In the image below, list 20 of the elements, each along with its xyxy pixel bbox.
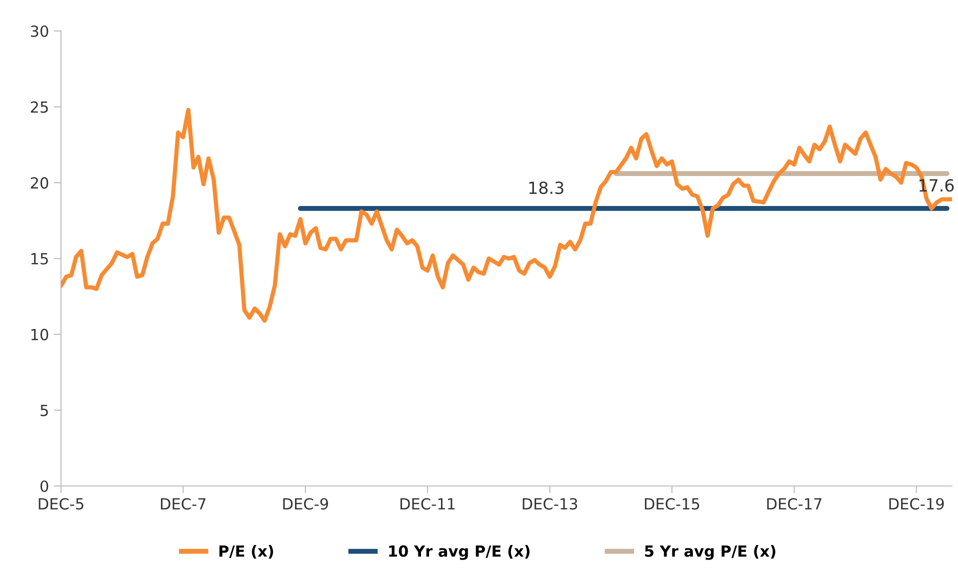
x-tick-label: DEC-7 [160, 498, 206, 510]
line-series [61, 108, 952, 323]
x-tick-label: DEC-17 [767, 498, 822, 510]
x-tick-label: DEC-5 [38, 498, 84, 510]
x-tick-label: DEC-15 [644, 498, 700, 510]
legend-label: 10 Yr avg P/E (x) [389, 545, 530, 560]
y-tick-label: 0 [40, 480, 48, 492]
annotation: 18.3 [529, 182, 564, 194]
x-tick-label: DEC-19 [889, 498, 944, 510]
y-tick-label: 15 [31, 253, 48, 265]
y-tick-label: 30 [30, 25, 48, 38]
y-tick-label: 5 [40, 404, 48, 416]
y-tick-label: 25 [30, 101, 48, 113]
x-tick-label: DEC-11 [400, 498, 455, 510]
legend-label: P/E (x) [219, 545, 274, 559]
x-tick-label: DEC-13 [522, 498, 578, 510]
y-tick-label: 10 [31, 328, 48, 340]
y-tick-label: 20 [30, 177, 48, 189]
legend-label: 5 Yr avg P/E (x) [645, 545, 776, 560]
x-tick-label: DEC-9 [283, 498, 328, 510]
